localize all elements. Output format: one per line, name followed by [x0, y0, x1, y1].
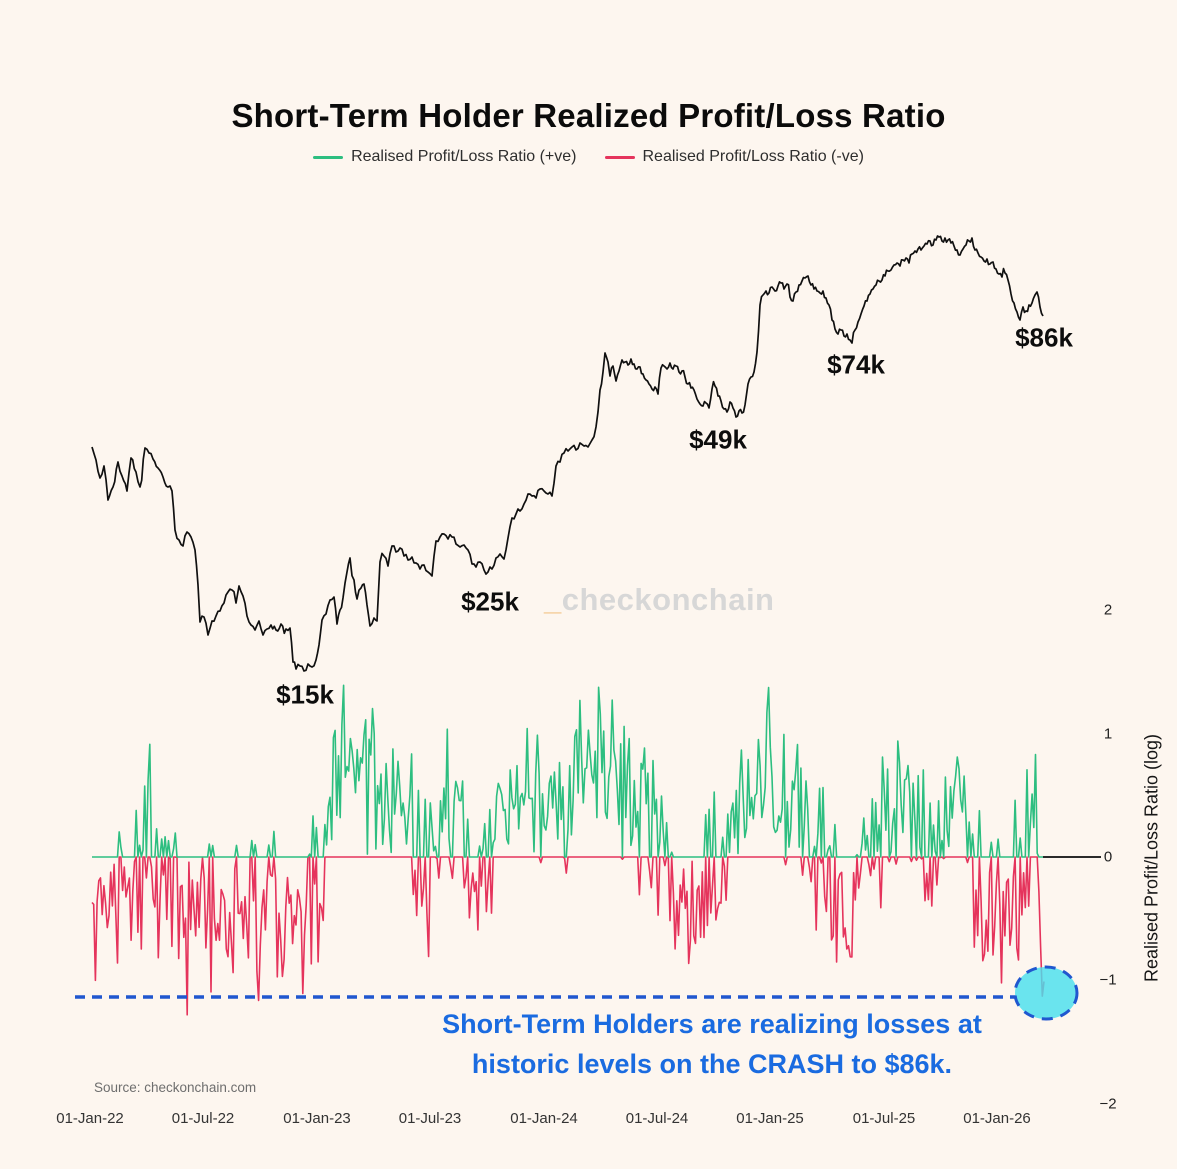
- price-annotation-25k: $25k: [461, 586, 519, 617]
- x-tick-label: 01-Jul-23: [398, 1110, 462, 1127]
- oscillator-positive-line: [92, 684, 1044, 858]
- watermark-text: checkonchain: [561, 582, 775, 617]
- legend-swatch-positive-icon: [313, 155, 344, 159]
- x-tick-label: 01-Jan-24: [510, 1110, 578, 1127]
- y-tick-label: 0: [1103, 848, 1113, 866]
- oscillator-negative-line: [91, 856, 1045, 1016]
- x-tick-label: 01-Jan-26: [963, 1110, 1031, 1127]
- callout-text-line1: Short-Term Holders are realizing losses …: [442, 1009, 982, 1039]
- y-tick-label: 2: [1103, 601, 1113, 619]
- crash-highlight-ellipse: [1013, 965, 1079, 1021]
- price-annotation-49k: $49k: [689, 424, 747, 455]
- legend-label-negative: Realised Profit/Loss Ratio (-ve): [642, 148, 864, 165]
- chart-title: Short-Term Holder Realized Profit/Loss R…: [231, 97, 946, 134]
- x-tick-label: 01-Jan-23: [283, 1110, 351, 1127]
- source-note: Source: checkonchain.com: [94, 1080, 257, 1095]
- callout-text-line2: historic levels on the CRASH to $86k.: [471, 1049, 953, 1079]
- y-tick-label: −1: [1099, 971, 1117, 989]
- x-tick-label: 01-Jan-25: [736, 1110, 804, 1127]
- legend-item-positive[interactable]: Realised Profit/Loss Ratio (+ve): [313, 148, 577, 166]
- x-tick-label: 01-Jul-25: [852, 1110, 916, 1127]
- y-axis-title: Realised Profit/Loss Ratio (log): [1141, 733, 1162, 983]
- legend-item-negative[interactable]: Realised Profit/Loss Ratio (-ve): [604, 148, 864, 166]
- y-tick-label: −2: [1099, 1095, 1117, 1113]
- checkonchain-watermark: _checkonchain: [544, 582, 775, 618]
- price-line: [91, 235, 1044, 672]
- y-tick-label: 1: [1103, 725, 1113, 743]
- x-tick-label: 01-Jan-22: [56, 1110, 124, 1127]
- price-annotation-86k: $86k: [1015, 322, 1073, 353]
- x-tick-label: 01-Jul-24: [625, 1110, 689, 1127]
- legend-swatch-negative-icon: [604, 155, 635, 159]
- x-tick-label: 01-Jul-22: [171, 1110, 235, 1127]
- price-annotation-15k: $15k: [276, 679, 334, 710]
- price-annotation-74k: $74k: [827, 349, 885, 380]
- legend-label-positive: Realised Profit/Loss Ratio (+ve): [351, 148, 577, 165]
- chart-legend: Realised Profit/Loss Ratio (+ve) Realise…: [0, 148, 1177, 166]
- watermark-underscore: _: [544, 582, 562, 617]
